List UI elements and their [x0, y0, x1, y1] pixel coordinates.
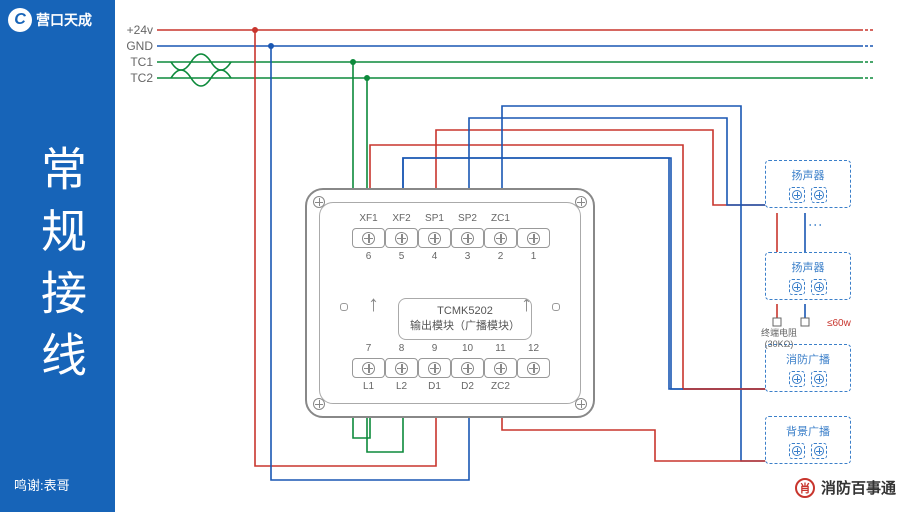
terminal-L2: 8L2: [385, 343, 418, 393]
device-label: 背景广播: [786, 423, 830, 439]
module-box: XF16XF25SP14SP23ZC121 ↑ ↑ TCMK5202 输出模块（…: [305, 188, 595, 418]
brand-text: 消防百事通: [821, 477, 896, 498]
logo: C 营口天成: [8, 8, 92, 32]
terminal-SP1: SP14: [418, 213, 451, 263]
terminal-XF2: XF25: [385, 213, 418, 263]
device-label: 扬声器: [792, 259, 825, 275]
terminal-12: 12: [517, 343, 550, 393]
logo-icon: C: [8, 8, 32, 32]
top-terminal-strip: XF16XF25SP14SP23ZC121: [352, 213, 550, 263]
terminal-D2: 10D2: [451, 343, 484, 393]
continuation-dots: ⋮: [808, 218, 824, 230]
terminal-SP2: SP23: [451, 213, 484, 263]
brand-footer: 肖 消防百事通: [795, 477, 896, 498]
device-label: 扬声器: [792, 167, 825, 183]
module-model: TCMK5202: [437, 305, 493, 317]
device-box: 消防广播: [765, 344, 851, 392]
module-inner: XF16XF25SP14SP23ZC121 ↑ ↑ TCMK5202 输出模块（…: [319, 202, 581, 404]
terminal-XF1: XF16: [352, 213, 385, 263]
device-box: 扬声器: [765, 252, 851, 300]
credit: 鸣谢:表哥: [14, 475, 70, 494]
device-box: 背景广播: [765, 416, 851, 464]
terminal-ZC2: 11ZC2: [484, 343, 517, 393]
power-note: ≤60w: [827, 318, 851, 329]
led-icon: [340, 303, 348, 311]
terminal-1: 1: [517, 213, 550, 263]
arrow-up-icon: ↑: [368, 291, 379, 317]
module-label-box: TCMK5202 输出模块（广播模块）: [398, 298, 532, 340]
sidebar: C 营口天成 常规接线 鸣谢:表哥: [0, 0, 115, 512]
bottom-terminal-strip: 7L18L29D110D211ZC212: [352, 343, 550, 393]
page-title: 常规接线: [28, 145, 94, 393]
terminal-ZC1: ZC12: [484, 213, 517, 263]
resistor-note: 终端电阻(30KΩ): [755, 328, 803, 350]
terminal-L1: 7L1: [352, 343, 385, 393]
device-box: 扬声器: [765, 160, 851, 208]
device-label: 消防广播: [786, 351, 830, 367]
terminal-D1: 9D1: [418, 343, 451, 393]
brand-icon: 肖: [795, 478, 815, 498]
logo-text: 营口天成: [36, 10, 92, 30]
module-desc: 输出模块（广播模块）: [410, 317, 520, 333]
diagram-canvas: +24v GND TC1 TC2: [115, 0, 910, 512]
led-icon: [552, 303, 560, 311]
